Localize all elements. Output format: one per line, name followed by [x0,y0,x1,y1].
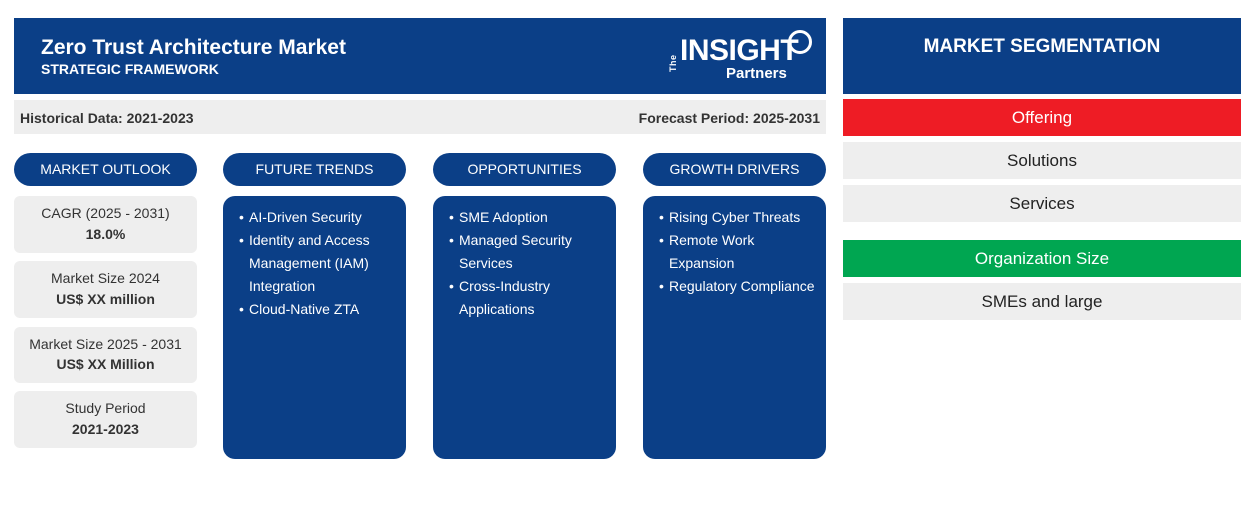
list-item: SME Adoption [449,206,610,229]
list-item: Remote Work Expansion [659,229,820,275]
opportunities-header: OPPORTUNITIES [433,153,616,186]
period-bar: Historical Data: 2021-2023 Forecast Peri… [14,100,826,134]
market-size-forecast-card: Market Size 2025 - 2031 US$ XX Million [14,327,197,383]
segment-category-offering: Offering [843,99,1241,136]
list-item: Regulatory Compliance [659,275,820,298]
market-size-2024-value: US$ XX million [56,291,155,307]
logo-the: The [668,54,678,72]
logo-ring-icon [788,30,812,54]
growth-drivers-panel: Rising Cyber Threats Remote Work Expansi… [643,196,826,459]
future-trends-header: FUTURE TRENDS [223,153,406,186]
list-item: AI-Driven Security [239,206,400,229]
forecast-period: Forecast Period: 2025-2031 [638,110,820,126]
segment-item-smes-and-large: SMEs and large [843,283,1241,320]
study-period-card: Study Period 2021-2023 [14,391,197,448]
market-size-forecast-value: US$ XX Million [56,356,155,372]
market-size-2024-card: Market Size 2024 US$ XX million [14,261,197,318]
cagr-value: 18.0% [85,226,126,242]
segment-category-organization-size: Organization Size [843,240,1241,277]
segment-item-services: Services [843,185,1241,222]
list-item: Managed Security Services [449,229,610,275]
historical-data: Historical Data: 2021-2023 [20,110,194,126]
cagr-label: CAGR (2025 - 2031) [41,205,170,221]
future-trends-list: AI-Driven Security Identity and Access M… [239,206,400,321]
list-item: Cloud-Native ZTA [239,298,400,321]
market-size-forecast-label: Market Size 2025 - 2031 [29,336,182,352]
market-segmentation-header: MARKET SEGMENTATION [843,18,1241,94]
segment-item-solutions: Solutions [843,142,1241,179]
page-title: Zero Trust Architecture Market [41,36,346,59]
list-item: Identity and Access Management (IAM) Int… [239,229,400,298]
cagr-card: CAGR (2025 - 2031) 18.0% [14,196,197,253]
page-subtitle: STRATEGIC FRAMEWORK [41,61,219,77]
insight-partners-logo: The INSIGHT Partners [668,30,818,84]
header-banner: Zero Trust Architecture Market STRATEGIC… [14,18,826,94]
study-period-label: Study Period [65,400,146,416]
opportunities-list: SME Adoption Managed Security Services C… [449,206,610,321]
market-outlook-header: MARKET OUTLOOK [14,153,197,186]
market-size-2024-label: Market Size 2024 [51,270,160,286]
logo-partners: Partners [726,65,787,82]
list-item: Cross-Industry Applications [449,275,610,321]
opportunities-panel: SME Adoption Managed Security Services C… [433,196,616,459]
future-trends-panel: AI-Driven Security Identity and Access M… [223,196,406,459]
study-period-value: 2021-2023 [72,421,139,437]
growth-drivers-header: GROWTH DRIVERS [643,153,826,186]
growth-drivers-list: Rising Cyber Threats Remote Work Expansi… [659,206,820,298]
logo-insight: INSIGHT [680,34,799,67]
list-item: Rising Cyber Threats [659,206,820,229]
